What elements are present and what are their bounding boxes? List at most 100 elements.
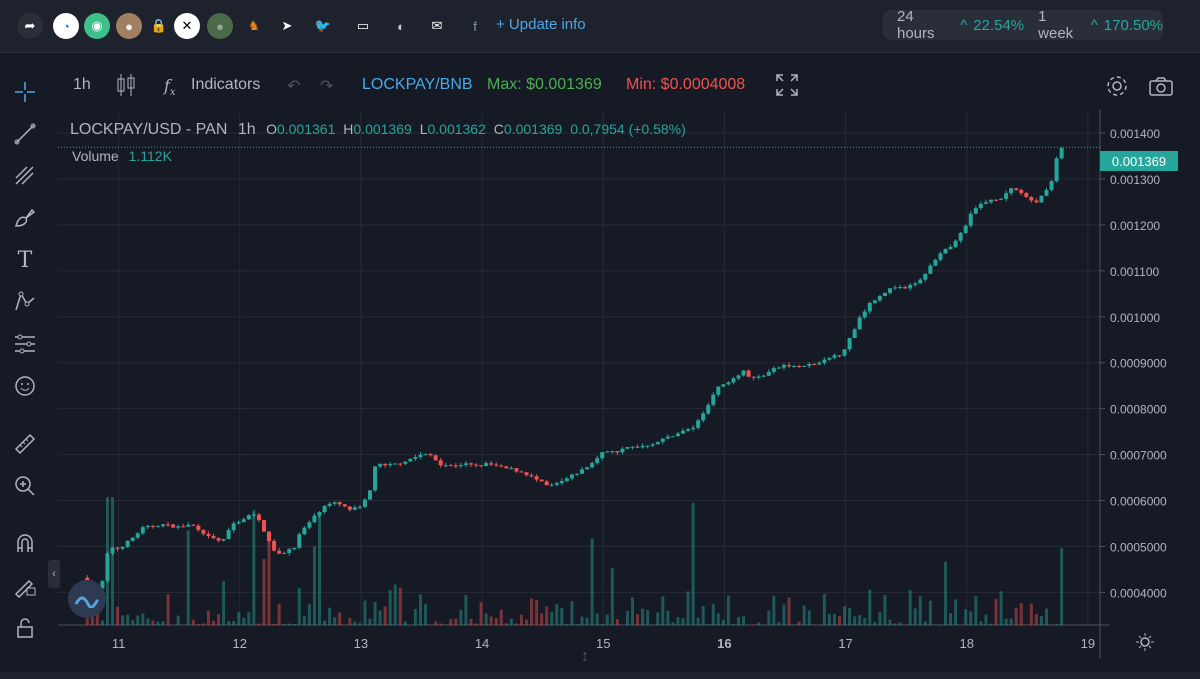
trend-line-icon[interactable] xyxy=(11,120,39,148)
volume-bar xyxy=(1004,618,1008,625)
swap-icon[interactable]: ✕ xyxy=(174,13,200,39)
legend-close: 0.001369 xyxy=(503,121,563,137)
settings-gear-icon[interactable] xyxy=(1103,72,1131,100)
candle-body xyxy=(943,248,948,254)
volume-bar xyxy=(928,600,932,625)
bottom-bar xyxy=(0,672,1200,679)
candle-body xyxy=(504,466,509,469)
candle-body xyxy=(615,451,620,453)
poocoin-icon[interactable]: ◔ xyxy=(53,13,79,39)
fullscreen-icon[interactable] xyxy=(775,73,799,102)
unlock-icon[interactable] xyxy=(11,614,39,642)
candle-body xyxy=(287,549,292,554)
metamask-icon[interactable]: ♞ xyxy=(241,13,267,39)
brush-icon[interactable] xyxy=(11,204,39,232)
candle-body xyxy=(605,451,610,453)
candle-body xyxy=(327,503,332,506)
redo-icon[interactable]: ↷ xyxy=(320,78,334,95)
cloud-wave-icon xyxy=(74,596,100,608)
volume-bar xyxy=(641,608,645,625)
candle-body xyxy=(893,287,898,289)
crosshair-icon[interactable] xyxy=(11,78,39,106)
volume-bar xyxy=(479,602,483,625)
y-tick-label: 0.001200 xyxy=(1110,219,1160,233)
volume-bar xyxy=(434,621,438,625)
candle-body xyxy=(105,553,110,582)
candle-body xyxy=(590,463,595,468)
logo-badge[interactable] xyxy=(68,580,106,618)
volume-bar xyxy=(242,617,246,625)
volume-bar xyxy=(716,613,720,625)
candle-body xyxy=(968,213,973,226)
zoom-in-icon[interactable] xyxy=(11,472,39,500)
volume-bar xyxy=(514,623,518,625)
world-icon[interactable]: ● xyxy=(207,13,233,39)
twitter-icon[interactable]: 🐦 xyxy=(310,13,336,39)
volume-bar xyxy=(757,622,761,625)
candle-body xyxy=(832,355,837,358)
magnet-icon[interactable] xyxy=(11,530,39,558)
volume-bar xyxy=(267,541,271,625)
candle-body xyxy=(640,445,645,448)
volume-bar xyxy=(782,604,786,625)
candle-body xyxy=(948,247,953,249)
pair-label[interactable]: LOCKPAY/BNB xyxy=(362,76,473,93)
volume-bar xyxy=(297,588,301,625)
candle-body xyxy=(923,273,928,280)
candle-type-icon[interactable] xyxy=(116,72,136,103)
text-tool-icon[interactable]: T xyxy=(17,247,33,273)
candle-body xyxy=(226,530,231,540)
unicorn-icon[interactable]: ◉ xyxy=(84,13,110,39)
x-tick-label: 13 xyxy=(354,636,368,651)
lock-drawing-icon[interactable] xyxy=(11,572,39,600)
coin-icon[interactable]: ● xyxy=(116,13,142,39)
facebook-icon[interactable]: f xyxy=(462,13,488,39)
candle-body xyxy=(781,364,786,368)
candle-body xyxy=(771,368,776,372)
y-tick-label: 0.0007000 xyxy=(1110,449,1167,463)
candle-body xyxy=(655,441,660,445)
candle-body xyxy=(994,199,999,201)
candle-body xyxy=(958,232,963,241)
emoji-icon[interactable] xyxy=(11,372,39,400)
candle-body xyxy=(322,505,327,513)
volume-bar xyxy=(565,624,569,625)
lock-icon[interactable]: 🔒 xyxy=(146,13,172,39)
candle-body xyxy=(383,463,388,466)
candle-body xyxy=(443,465,448,467)
volume-bar xyxy=(449,619,453,625)
x-tick-label: 11 xyxy=(112,636,126,651)
volume-bar xyxy=(136,615,140,625)
share-icon[interactable]: ➦ xyxy=(17,13,43,39)
telegram-icon[interactable]: ➤ xyxy=(274,13,300,39)
website-icon[interactable]: ▭ xyxy=(350,13,376,39)
indicators-icon[interactable]: fx xyxy=(164,76,176,99)
interval-selector[interactable]: 1h xyxy=(73,76,91,93)
candle-body xyxy=(433,455,438,461)
resize-handle-icon[interactable]: ↕ xyxy=(581,648,589,665)
undo-icon[interactable]: ↶ xyxy=(287,78,301,95)
email-icon[interactable]: ✉ xyxy=(424,13,450,39)
candle-body xyxy=(766,371,771,376)
volume-bar xyxy=(696,617,700,625)
candle-body xyxy=(277,550,282,554)
theme-toggle-icon[interactable] xyxy=(1135,632,1155,657)
candle-body xyxy=(797,365,802,367)
update-info-link[interactable]: + Update info xyxy=(496,16,586,33)
candle-body xyxy=(403,461,408,464)
volume-bar xyxy=(358,623,362,625)
indicators-button[interactable]: Indicators xyxy=(191,76,261,93)
camera-icon[interactable] xyxy=(1147,72,1175,100)
collapse-toolbar-button[interactable]: ‹ xyxy=(48,560,60,588)
volume-bar xyxy=(777,622,781,625)
discord-icon[interactable]: ◐ xyxy=(388,13,414,39)
volume-bar xyxy=(969,611,973,625)
ruler-icon[interactable] xyxy=(11,430,39,458)
volume-bar xyxy=(1029,603,1033,625)
volume-bar xyxy=(883,594,887,625)
pattern-icon[interactable] xyxy=(11,288,39,316)
candle-body xyxy=(610,451,615,453)
volume-bar xyxy=(625,611,629,625)
prediction-icon[interactable] xyxy=(11,330,39,358)
fib-tool-icon[interactable] xyxy=(11,162,39,190)
